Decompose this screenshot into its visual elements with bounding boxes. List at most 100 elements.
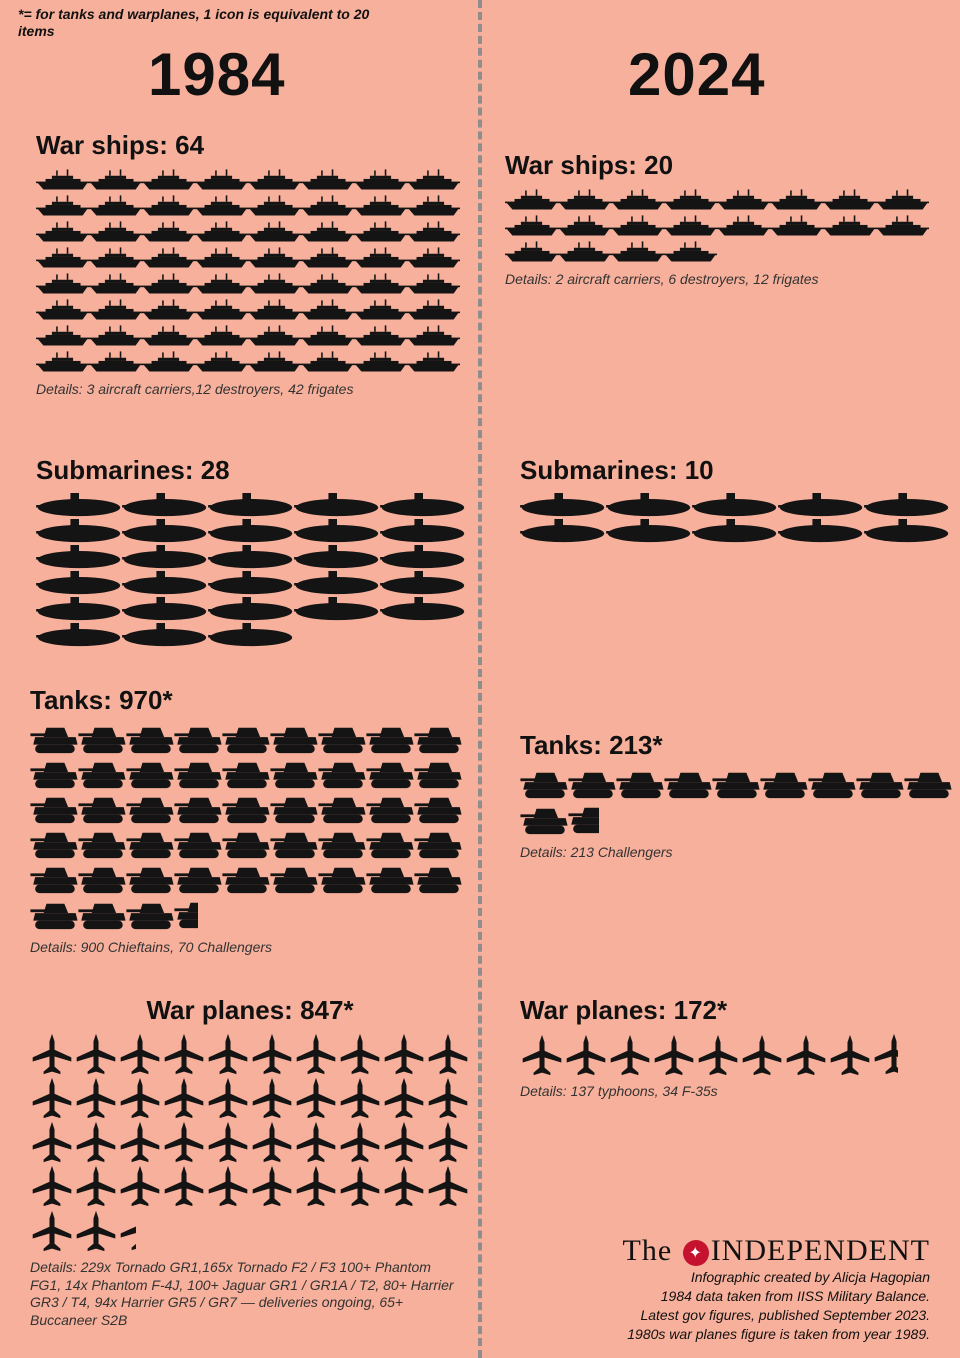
- ship-icon: [301, 168, 354, 192]
- plane-icon: [30, 1165, 74, 1207]
- tank-icon: [78, 899, 126, 932]
- tank-icon: [222, 758, 270, 791]
- plane-icon: [294, 1121, 338, 1163]
- submarine-icon: [692, 519, 778, 543]
- plane-icon: [382, 1033, 426, 1075]
- tank-icon: [318, 793, 366, 826]
- submarine-icon: [692, 493, 778, 517]
- plane-icon: [294, 1165, 338, 1207]
- ship-icon: [89, 350, 142, 374]
- tank-icon: [126, 828, 174, 861]
- tank-icon: [366, 828, 414, 861]
- ship-icon: [301, 350, 354, 374]
- submarine-icon: [122, 545, 208, 569]
- plane-icon: [118, 1033, 162, 1075]
- plane-icon: [784, 1034, 828, 1076]
- tank-icon: [808, 768, 856, 801]
- credit-line: Latest gov figures, published September …: [627, 1306, 930, 1325]
- submarine-icon: [380, 519, 466, 543]
- ship-icon: [89, 298, 142, 322]
- ship-icon: [505, 214, 558, 238]
- tank-icon: [78, 828, 126, 861]
- ship-icon: [142, 168, 195, 192]
- brand-eagle-icon: ✦: [683, 1240, 709, 1266]
- plane-icon: [250, 1121, 294, 1163]
- ship-icon: [717, 188, 770, 212]
- submarine-icon: [122, 493, 208, 517]
- ship-icon: [195, 324, 248, 348]
- ship-icon: [876, 188, 929, 212]
- submarine-icon: [208, 519, 294, 543]
- submarine-icon: [122, 519, 208, 543]
- tank-icon: [174, 828, 222, 861]
- ship-icon: [248, 324, 301, 348]
- ship-icon: [195, 298, 248, 322]
- heading-tanks-2024: Tanks: 213*: [520, 730, 956, 761]
- tank-icon: [126, 793, 174, 826]
- ship-icon: [823, 188, 876, 212]
- plane-icon: [250, 1033, 294, 1075]
- submarine-icon: [122, 623, 208, 647]
- ship-icon: [354, 168, 407, 192]
- plane-icon: [74, 1165, 118, 1207]
- ship-icon: [142, 324, 195, 348]
- ship-icon: [664, 188, 717, 212]
- plane-icon: [426, 1165, 470, 1207]
- tank-icon: [318, 723, 366, 756]
- block-tanks-2024: Tanks: 213* Details: 213 Challengers: [520, 730, 956, 862]
- ship-icon: [89, 324, 142, 348]
- ship-icon: [354, 298, 407, 322]
- plane-icon: [382, 1077, 426, 1119]
- tank-icon: [318, 863, 366, 896]
- plane-icon: [162, 1165, 206, 1207]
- plane-icon: [828, 1034, 872, 1076]
- ship-icon: [611, 214, 664, 238]
- ship-icon: [36, 220, 89, 244]
- plane-icon: [564, 1034, 608, 1076]
- tank-icon: [222, 828, 270, 861]
- publisher-brand: The ✦INDEPENDENT: [623, 1234, 930, 1268]
- ship-icon: [36, 272, 89, 296]
- ship-icon: [36, 246, 89, 270]
- plane-icon: [294, 1033, 338, 1075]
- submarine-icon: [380, 597, 466, 621]
- ship-icon: [664, 240, 717, 264]
- submarine-icon: [208, 623, 294, 647]
- tank-icon: [222, 793, 270, 826]
- submarine-icon: [208, 597, 294, 621]
- submarine-icon: [36, 493, 122, 517]
- ship-icon: [301, 194, 354, 218]
- block-subs-1984: Submarines: 28: [36, 455, 470, 654]
- ship-icon: [354, 194, 407, 218]
- submarine-icon: [778, 493, 864, 517]
- tank-icon: [78, 758, 126, 791]
- plane-icon: [382, 1121, 426, 1163]
- plane-icon: [520, 1034, 564, 1076]
- submarine-icon: [380, 493, 466, 517]
- tank-icon: [30, 723, 78, 756]
- block-planes-1984: War planes: 847* Details: 229x Tornado G…: [30, 995, 474, 1329]
- tank-icon: [30, 793, 78, 826]
- ship-icon: [248, 298, 301, 322]
- ship-icon: [407, 168, 460, 192]
- block-warships-2024: War ships: 20 Details: 2 aircraft carrie…: [505, 150, 933, 289]
- plane-icon: [162, 1033, 206, 1075]
- tank-icon: [174, 758, 222, 791]
- tank-icon: [126, 723, 174, 756]
- plane-icon: [426, 1077, 470, 1119]
- ship-icon: [558, 214, 611, 238]
- plane-icon: [696, 1034, 740, 1076]
- block-warships-1984: War ships: 64 Details: 3 aircraft carrie…: [36, 130, 464, 399]
- ship-icon: [301, 324, 354, 348]
- tank-icon: [30, 899, 78, 932]
- tank-icon: [616, 768, 664, 801]
- submarine-icon: [36, 623, 122, 647]
- tank-icon: [30, 863, 78, 896]
- ship-icon: [142, 220, 195, 244]
- plane-icon: [294, 1077, 338, 1119]
- plane-icon: [74, 1121, 118, 1163]
- ship-icon: [354, 324, 407, 348]
- icons-warships-1984: [36, 167, 464, 375]
- tank-icon: [270, 828, 318, 861]
- ship-icon: [301, 220, 354, 244]
